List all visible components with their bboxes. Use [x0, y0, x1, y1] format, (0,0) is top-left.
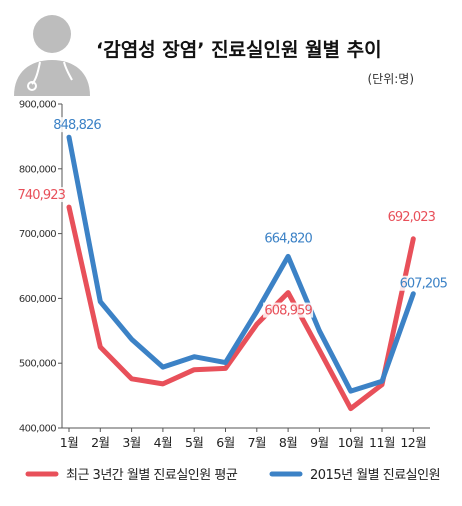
series-line-average — [66, 204, 416, 412]
data-label-bg — [15, 187, 65, 203]
unit-label: (단위:명) — [367, 72, 414, 86]
data-label-bg — [52, 117, 102, 133]
y-tick-label: 500,000 — [19, 359, 56, 370]
y-tick-label: 900,000 — [19, 100, 56, 111]
x-tick-label: 7월 — [248, 435, 266, 450]
x-tick-label: 9월 — [310, 435, 328, 450]
data-label-bg — [263, 302, 314, 318]
data-label: 848,826 — [53, 118, 101, 133]
x-tick-label: 11월 — [369, 435, 395, 450]
y-tick-label: 400,000 — [19, 424, 56, 435]
y-tick-label: 700,000 — [19, 229, 56, 240]
x-tick-label: 12월 — [400, 435, 426, 450]
series-line-2015 — [66, 134, 416, 394]
y-tick-label: 800,000 — [19, 164, 56, 175]
data-label-bg — [263, 230, 314, 246]
chart-title: ‘감염성 장염’ 진료실인원 월별 추이 — [96, 39, 382, 61]
doctor-avatar-icon — [14, 15, 90, 96]
x-tick-label: 10월 — [338, 435, 364, 450]
legend-label-average: 최근 3년간 월별 진료실인원 평균 — [66, 468, 238, 483]
data-label: 740,923 — [18, 188, 66, 203]
x-tick-label: 4월 — [154, 435, 172, 450]
x-tick-label: 3월 — [122, 435, 140, 450]
y-tick-label: 600,000 — [19, 294, 56, 305]
legend-label-2015: 2015년 월별 진료실인원 — [310, 468, 440, 483]
data-label: 664,820 — [264, 231, 312, 246]
x-tick-label: 2월 — [91, 435, 109, 450]
x-tick-label: 6월 — [216, 435, 234, 450]
data-label: 692,023 — [388, 210, 436, 225]
x-tick-label: 8월 — [279, 435, 297, 450]
data-label-bg — [398, 275, 449, 291]
data-label: 608,959 — [264, 304, 312, 319]
x-tick-label: 5월 — [185, 435, 203, 450]
legend: 최근 3년간 월별 진료실인원 평균 2015년 월별 진료실인원 — [25, 468, 441, 483]
data-label: 607,205 — [400, 277, 448, 292]
data-label-bg — [386, 208, 437, 224]
x-tick-label: 1월 — [60, 435, 78, 450]
